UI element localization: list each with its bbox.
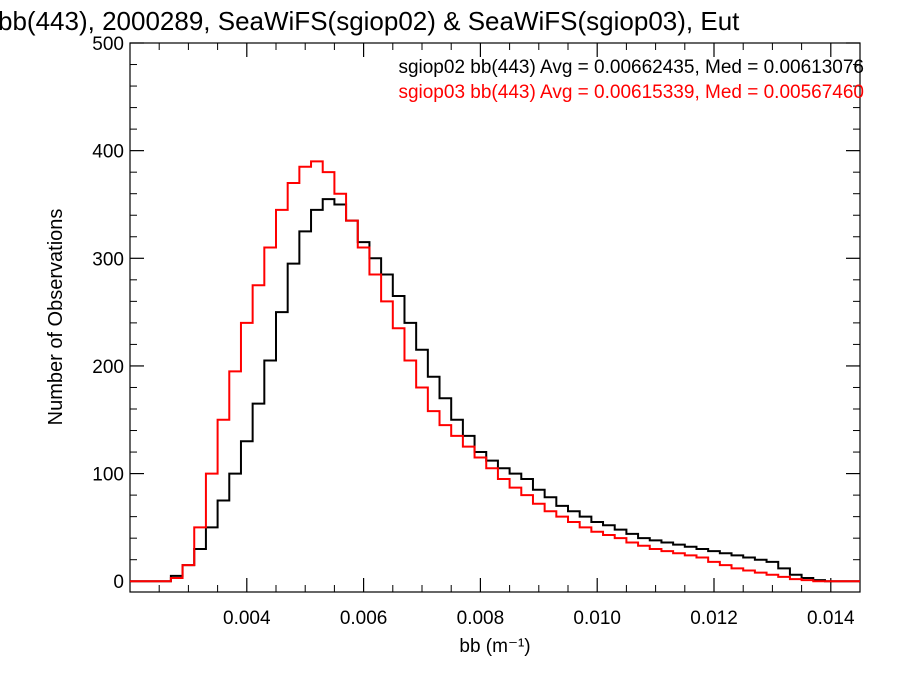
- legend-entry-sgiop02: sgiop02 bb(443) Avg = 0.00662435, Med = …: [398, 57, 864, 78]
- x-tick-label: 0.010: [573, 608, 621, 629]
- y-tick-label: 100: [92, 465, 124, 486]
- series-layer: [130, 160, 860, 583]
- legend-entry-sgiop03: sgiop03 bb(443) Avg = 0.00615339, Med = …: [398, 82, 864, 103]
- plot-frame: [129, 42, 861, 593]
- x-tick-label: 0.004: [223, 608, 271, 629]
- y-axis-label: Number of Observations: [45, 209, 67, 426]
- series-sgiop03-line: [130, 160, 860, 583]
- y-tick-label: 200: [92, 357, 124, 378]
- x-tick-label: 0.006: [340, 608, 388, 629]
- series-sgiop02-line: [130, 198, 860, 583]
- y-tick-label: 300: [92, 249, 124, 270]
- x-tick-label: 0.014: [807, 608, 855, 629]
- y-tick-label: 500: [92, 34, 124, 55]
- y-axis: 0 100 200 300 400 500: [92, 34, 860, 593]
- x-tick-label: 0.012: [690, 608, 738, 629]
- y-tick-label: 0: [113, 572, 124, 593]
- y-tick-label: 400: [92, 142, 124, 163]
- x-axis: 0.004 0.006 0.008 0.010 0.012 0.014: [158, 43, 861, 629]
- x-tick-label: 0.008: [457, 608, 505, 629]
- x-axis-label: bb (m⁻¹): [459, 636, 530, 657]
- chart-title: bb(443), 2000289, SeaWiFS(sgiop02) & Sea…: [0, 6, 740, 36]
